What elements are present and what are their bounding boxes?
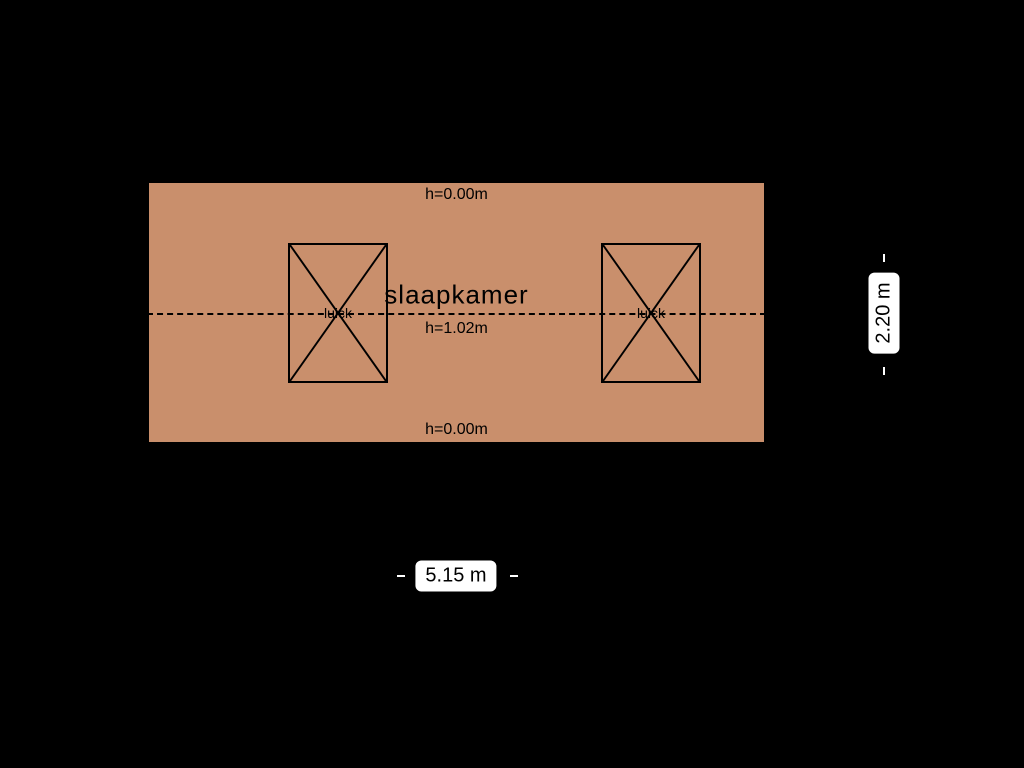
dimension-height-label: 2.20 m: [869, 272, 900, 353]
dimension-width-label: 5.15 m: [415, 561, 496, 592]
skylight-1-label: luick: [324, 305, 352, 321]
width-tick-right: [510, 575, 518, 577]
bottom-edge-height-label: h=0.00m: [425, 421, 488, 439]
ridge-height-label: h=1.02m: [425, 320, 488, 338]
height-tick-top: [883, 254, 885, 262]
floor-plan-canvas: { "canvas": { "width": 1024, "height": 7…: [0, 0, 1024, 768]
height-tick-bottom: [883, 367, 885, 375]
skylight-2-label: luick: [637, 305, 665, 321]
width-tick-left: [397, 575, 405, 577]
room-title: slaapkamer: [384, 280, 528, 311]
top-edge-height-label: h=0.00m: [425, 186, 488, 204]
